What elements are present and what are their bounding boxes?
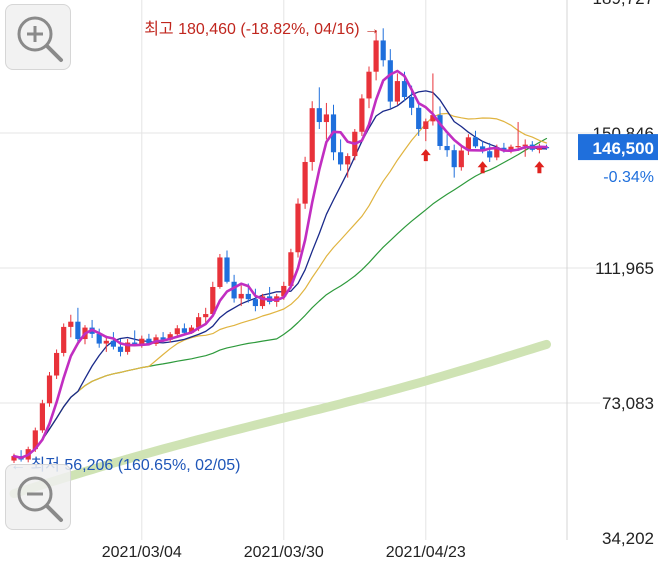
candle-body bbox=[46, 375, 53, 404]
y-axis-tick-label: 73,083 bbox=[602, 394, 654, 413]
ma20-line bbox=[13, 90, 548, 459]
candle-body bbox=[181, 328, 187, 333]
candle-body bbox=[259, 296, 266, 307]
candle-body bbox=[196, 317, 202, 328]
candle-body bbox=[444, 146, 450, 151]
signal-arrow-icon bbox=[420, 149, 431, 162]
current-price-badge bbox=[578, 134, 658, 161]
current-price-label: 146,500 bbox=[593, 139, 654, 158]
candle-body bbox=[536, 147, 542, 150]
candle-body bbox=[394, 81, 400, 102]
candle-body bbox=[139, 338, 145, 345]
high-annotation: 최고 180,460 (-18.82%, 04/16) → bbox=[144, 20, 380, 38]
candle-body bbox=[522, 144, 528, 147]
x-axis-tick-label: 2021/03/30 bbox=[244, 544, 324, 561]
candle-body bbox=[323, 114, 329, 123]
candle-body bbox=[437, 115, 443, 147]
candle-body bbox=[387, 60, 393, 102]
signal-arrow-icon bbox=[534, 161, 545, 174]
candle-body bbox=[430, 115, 436, 122]
candle-body bbox=[515, 146, 521, 148]
candle-body bbox=[302, 161, 308, 204]
candle-body bbox=[210, 286, 216, 315]
y-axis-tick-label: 34,202 bbox=[602, 529, 654, 548]
candle-body bbox=[316, 108, 322, 123]
candle-body bbox=[203, 314, 209, 318]
y-axis-tick-label-top: 189,727 bbox=[593, 0, 654, 8]
candle-body bbox=[494, 147, 500, 158]
candle-body bbox=[160, 337, 166, 340]
candle-body bbox=[366, 71, 372, 99]
candle-body bbox=[416, 107, 422, 129]
candle-body bbox=[458, 150, 464, 168]
ma60-line bbox=[13, 112, 548, 459]
candle-body bbox=[345, 156, 351, 165]
ma5-line bbox=[12, 69, 548, 460]
zoom-in-button[interactable] bbox=[5, 4, 71, 70]
candle-body bbox=[359, 98, 365, 132]
x-axis-tick-label: 2021/03/04 bbox=[102, 544, 182, 561]
candle-body bbox=[32, 430, 38, 450]
candle-body bbox=[480, 146, 486, 152]
candle-body bbox=[146, 338, 152, 344]
ma240-line bbox=[9, 339, 551, 499]
candle-body bbox=[11, 456, 17, 461]
candle-body bbox=[217, 257, 223, 287]
candle-body bbox=[288, 252, 294, 286]
candle-body bbox=[451, 150, 457, 168]
candle-body bbox=[167, 334, 173, 340]
candle-body bbox=[110, 340, 116, 347]
candle-body bbox=[125, 342, 131, 352]
x-axis-tick-label: 2021/04/23 bbox=[386, 544, 466, 561]
candle-body bbox=[338, 152, 344, 165]
candle-body bbox=[465, 137, 471, 151]
candle-body bbox=[174, 328, 180, 335]
candle-body bbox=[373, 40, 379, 72]
candle-body bbox=[68, 321, 74, 327]
candle-body bbox=[188, 327, 195, 333]
candle-body bbox=[54, 352, 60, 376]
candle-body bbox=[96, 333, 102, 344]
candle-body bbox=[508, 146, 514, 151]
y-axis-tick-label: 111,965 bbox=[595, 259, 654, 278]
candle-body bbox=[409, 97, 415, 108]
candle-body bbox=[309, 108, 315, 162]
signal-arrow-icon bbox=[477, 161, 488, 174]
zoom-out-icon bbox=[17, 476, 63, 522]
candle-body bbox=[380, 40, 386, 61]
candle-body bbox=[472, 137, 479, 147]
change-percent-label: -0.34% bbox=[603, 169, 654, 186]
candle-body bbox=[39, 403, 45, 431]
candle-body bbox=[231, 281, 237, 299]
candle-body bbox=[224, 257, 230, 282]
candle-body bbox=[281, 285, 287, 297]
candle-body bbox=[423, 121, 429, 129]
candle-body bbox=[117, 346, 124, 352]
candle-body bbox=[245, 293, 251, 300]
zoom-out-button[interactable] bbox=[5, 464, 71, 530]
candle-body bbox=[103, 340, 109, 344]
candle-body bbox=[295, 203, 301, 253]
candle-body bbox=[238, 293, 244, 299]
candle-body bbox=[401, 81, 408, 98]
candle-body bbox=[75, 321, 81, 340]
candle-body bbox=[132, 342, 138, 345]
candle-body bbox=[501, 147, 507, 151]
candle-body bbox=[487, 151, 493, 158]
zoom-in-icon bbox=[17, 16, 63, 62]
candle-body bbox=[252, 299, 258, 307]
candle-body bbox=[61, 326, 67, 353]
